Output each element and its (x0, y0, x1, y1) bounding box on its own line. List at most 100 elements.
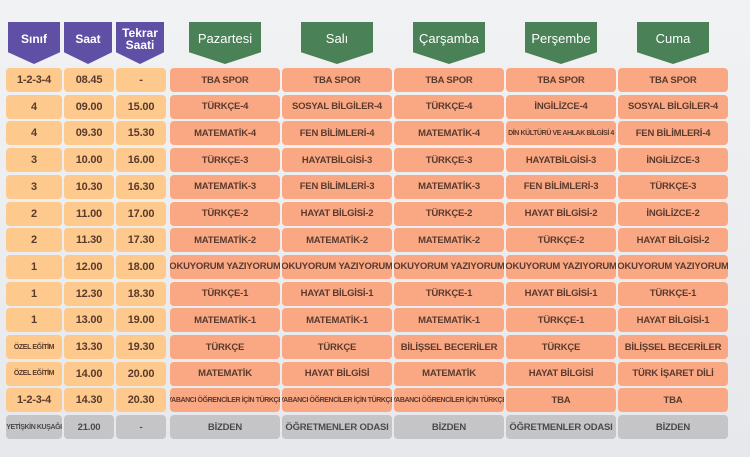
lesson-cell: BİLİŞSEL BECERİLER (618, 335, 728, 359)
lesson-cell: FEN BİLİMLERİ-3 (282, 174, 392, 199)
saat-cell: 14.00 (64, 361, 114, 386)
lesson-cell: OKUYORUM YAZIYORUM (394, 254, 504, 279)
tekrar-saati-cell: 17.30 (116, 228, 166, 253)
lesson-cell: TBA SPOR (394, 68, 504, 92)
lesson-cell: İNGİLİZCE-2 (618, 201, 728, 226)
lesson-cell: DİN KÜLTÜRÜ VE AHLAK BİLGİSİ 4 (506, 121, 616, 146)
lesson-cell: MATEMATİK-2 (170, 228, 280, 253)
saat-cell: 11.00 (64, 201, 114, 226)
lesson-cell: HAYAT BİLGİSİ-1 (618, 308, 728, 333)
lesson-cell: BİZDEN (394, 415, 504, 440)
saat-cell: 08.45 (64, 68, 114, 92)
lesson-cell: TÜRKÇE-1 (170, 281, 280, 306)
sinif-cell: 1 (6, 254, 62, 279)
header-sinif: Sınıf (8, 22, 60, 64)
lesson-cell: MATEMATİK-2 (394, 228, 504, 253)
sinif-cell: 1 (6, 308, 62, 333)
saat-cell: 14.30 (64, 388, 114, 413)
saat-cell: 13.30 (64, 335, 114, 359)
tekrar-saati-cell: - (116, 68, 166, 92)
lesson-cell: TBA (506, 388, 616, 413)
tekrar-saati-cell: 15.30 (116, 121, 166, 146)
lesson-cell: MATEMATİK-1 (394, 308, 504, 333)
header-day: Salı (301, 22, 373, 64)
lesson-cell: TBA (618, 388, 728, 413)
sinif-cell: 2 (6, 201, 62, 226)
lesson-cell: YABANCI ÖĞRENCİLER İÇİN TÜRKÇE (282, 388, 392, 413)
lesson-cell: ÖĞRETMENLER ODASI (282, 415, 392, 440)
tekrar-saati-cell: 19.30 (116, 335, 166, 359)
lesson-cell: SOSYAL BİLGİLER-4 (282, 94, 392, 119)
tekrar-saati-cell: 20.00 (116, 361, 166, 386)
lesson-cell: FEN BİLİMLERİ-3 (506, 174, 616, 199)
sinif-cell: 2 (6, 228, 62, 253)
lesson-cell: TÜRKÇE-1 (506, 308, 616, 333)
lesson-cell: OKUYORUM YAZIYORUM (618, 254, 728, 279)
sinif-cell: YETİŞKİN KUŞAĞI (6, 415, 62, 440)
lesson-cell: HAYAT BİLGİSİ-1 (506, 281, 616, 306)
tekrar-saati-cell: 16.30 (116, 174, 166, 199)
saat-cell: 10.00 (64, 148, 114, 173)
sinif-cell: 1-2-3-4 (6, 68, 62, 92)
lesson-cell: HAYAT BİLGİSİ-2 (506, 201, 616, 226)
lesson-cell: MATEMATİK-3 (170, 174, 280, 199)
saat-cell: 10.30 (64, 174, 114, 199)
lesson-cell: TÜRKÇE-1 (618, 281, 728, 306)
lesson-cell: TÜRKÇE-3 (618, 174, 728, 199)
tekrar-saati-cell: 17.00 (116, 201, 166, 226)
lesson-cell: TBA SPOR (170, 68, 280, 92)
lesson-cell: TÜRKÇE-4 (394, 94, 504, 119)
lesson-cell: HAYATBİLGİSİ-3 (282, 148, 392, 173)
sinif-cell: 3 (6, 148, 62, 173)
lesson-cell: HAYATBİLGİSİ-3 (506, 148, 616, 173)
lesson-cell: ÖĞRETMENLER ODASI (506, 415, 616, 440)
lesson-cell: FEN BİLİMLERİ-4 (618, 121, 728, 146)
lesson-cell: HAYAT BİLGİSİ (506, 361, 616, 386)
lesson-cell: TÜRKÇE-2 (506, 228, 616, 253)
lesson-cell: MATEMATİK-3 (394, 174, 504, 199)
tekrar-saati-cell: 18.00 (116, 254, 166, 279)
lesson-cell: TÜRKÇE-3 (394, 148, 504, 173)
lesson-cell: OKUYORUM YAZIYORUM (506, 254, 616, 279)
lesson-cell: YABANCI ÖĞRENCİLER İÇİN TÜRKÇE (394, 388, 504, 413)
sinif-cell: 3 (6, 174, 62, 199)
sinif-cell: ÖZEL EĞİTİM (6, 361, 62, 386)
lesson-cell: BİLİŞSEL BECERİLER (394, 335, 504, 359)
saat-cell: 12.30 (64, 281, 114, 306)
lesson-cell: MATEMATİK-4 (170, 121, 280, 146)
header-day: Çarşamba (413, 22, 485, 64)
sinif-cell: 4 (6, 94, 62, 119)
lesson-cell: İNGİLİZCE-3 (618, 148, 728, 173)
tekrar-saati-cell: - (116, 415, 166, 440)
lesson-cell: MATEMATİK-1 (170, 308, 280, 333)
lesson-cell: MATEMATİK-1 (282, 308, 392, 333)
sinif-cell: ÖZEL EĞİTİM (6, 335, 62, 359)
saat-cell: 21.00 (64, 415, 114, 440)
tekrar-saati-cell: 20.30 (116, 388, 166, 413)
lesson-cell: TBA SPOR (618, 68, 728, 92)
lesson-cell: MATEMATİK-2 (282, 228, 392, 253)
lesson-cell: MATEMATİK (394, 361, 504, 386)
header-saat: Saat (64, 22, 112, 64)
header-day: Perşembe (525, 22, 597, 64)
lesson-cell: TÜRKÇE-1 (394, 281, 504, 306)
lesson-cell: SOSYAL BİLGİLER-4 (618, 94, 728, 119)
lesson-cell: HAYAT BİLGİSİ (282, 361, 392, 386)
saat-cell: 09.00 (64, 94, 114, 119)
saat-cell: 09.30 (64, 121, 114, 146)
lesson-cell: FEN BİLİMLERİ-4 (282, 121, 392, 146)
lesson-cell: TÜRKÇE (282, 335, 392, 359)
sinif-cell: 1 (6, 281, 62, 306)
sinif-cell: 1-2-3-4 (6, 388, 62, 413)
lesson-cell: TÜRKÇE-3 (170, 148, 280, 173)
lesson-cell: TÜRKÇE-4 (170, 94, 280, 119)
lesson-cell: BİZDEN (170, 415, 280, 440)
lesson-cell: TÜRKÇE-2 (394, 201, 504, 226)
lesson-cell: İNGİLİZCE-4 (506, 94, 616, 119)
lesson-cell: OKUYORUM YAZIYORUM (282, 254, 392, 279)
lesson-cell: MATEMATİK-4 (394, 121, 504, 146)
tekrar-saati-cell: 16.00 (116, 148, 166, 173)
saat-cell: 11.30 (64, 228, 114, 253)
sinif-cell: 4 (6, 121, 62, 146)
header-day: Cuma (637, 22, 709, 64)
